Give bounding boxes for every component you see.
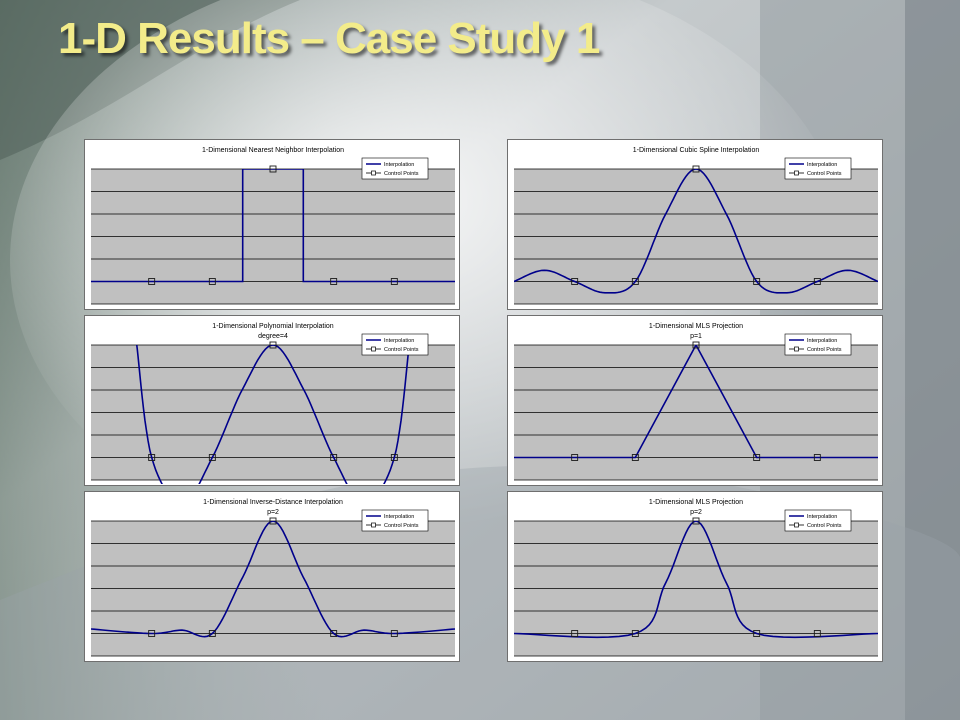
- control-point-marker: [631, 454, 639, 461]
- control-point-marker: [753, 454, 761, 461]
- chart-panel-polynomial: 1-Dimensional Polynomial Interpolation de…: [84, 315, 460, 486]
- legend-interpolation-label: Interpolation: [384, 514, 414, 520]
- legend-control-points-marker: [794, 170, 799, 176]
- legend-interpolation-label: Interpolation: [807, 338, 837, 344]
- interpolation-line: [514, 345, 878, 459]
- legend-control-points-label: Control Points: [384, 347, 419, 353]
- chart-legend: Interpolation Control Points: [784, 157, 852, 180]
- legend-control-points-marker: [371, 170, 376, 176]
- chart-legend: Interpolation Control Points: [784, 509, 852, 532]
- chart-nearest-neighbor: 1-Dimensional Nearest Neighbor Interpola…: [91, 147, 455, 305]
- legend-control-points-label: Control Points: [384, 171, 419, 177]
- chart-title: 1-Dimensional Cubic Spline Interpolation: [633, 147, 760, 154]
- control-point-marker: [813, 454, 821, 461]
- legend-interpolation-label: Interpolation: [384, 162, 414, 168]
- chart-inverse-distance: 1-Dimensional Inverse-Distance Interpola…: [91, 499, 455, 657]
- control-point-marker: [330, 630, 338, 637]
- chart-mls-p1: 1-Dimensional MLS Projection p=1 Interpola…: [514, 323, 878, 481]
- control-point-marker: [148, 278, 156, 285]
- chart-legend: Interpolation Control Points: [361, 333, 429, 356]
- chart-subtitle: degree=4: [258, 333, 288, 340]
- chart-panel-mls-p2: 1-Dimensional MLS Projection p=2 Interpola…: [507, 491, 883, 662]
- chart-panel-nearest-neighbor: 1-Dimensional Nearest Neighbor Interpola…: [84, 139, 460, 310]
- control-point-marker: [390, 454, 398, 461]
- control-point-marker: [208, 454, 216, 461]
- legend-control-points-marker: [371, 346, 376, 352]
- control-point-marker: [631, 278, 639, 285]
- control-point-marker: [571, 278, 579, 285]
- legend-interpolation-label: Interpolation: [807, 162, 837, 168]
- control-point-marker: [571, 454, 579, 461]
- chart-panel-mls-p1: 1-Dimensional MLS Projection p=1 Interpola…: [507, 315, 883, 486]
- interpolation-line: [91, 521, 455, 638]
- legend-interpolation-label: Interpolation: [807, 514, 837, 520]
- chart-legend: Interpolation Control Points: [361, 157, 429, 180]
- control-point-marker: [208, 630, 216, 637]
- legend-interpolation-label: Interpolation: [384, 338, 414, 344]
- control-point-marker: [692, 517, 700, 525]
- control-point-marker: [813, 630, 821, 637]
- interpolation-line: [514, 169, 878, 294]
- chart-legend: Interpolation Control Points: [784, 333, 852, 356]
- legend-control-points-marker: [794, 346, 799, 352]
- legend-control-points-label: Control Points: [384, 523, 419, 529]
- control-point-marker: [390, 630, 398, 637]
- chart-title: 1-Dimensional MLS Projection: [649, 323, 743, 330]
- interpolation-line: [91, 169, 455, 283]
- control-point-marker: [330, 278, 338, 285]
- chart-title: 1-Dimensional Polynomial Interpolation: [212, 323, 334, 330]
- control-point-marker: [269, 165, 277, 173]
- chart-cubic-spline: 1-Dimensional Cubic Spline Interpolation…: [514, 147, 878, 305]
- chart-panel-cubic-spline: 1-Dimensional Cubic Spline Interpolation…: [507, 139, 883, 310]
- legend-control-points-marker: [794, 522, 799, 528]
- bg-right-stripe: [905, 0, 960, 720]
- control-point-marker: [813, 278, 821, 285]
- chart-subtitle: p=1: [690, 333, 702, 340]
- legend-control-points-label: Control Points: [807, 347, 842, 353]
- chart-subtitle: p=2: [690, 509, 702, 516]
- control-point-marker: [208, 278, 216, 285]
- control-point-marker: [753, 278, 761, 285]
- control-point-marker: [753, 630, 761, 637]
- chart-panel-inverse-distance: 1-Dimensional Inverse-Distance Interpola…: [84, 491, 460, 662]
- control-point-marker: [269, 517, 277, 525]
- control-point-marker: [692, 341, 700, 349]
- control-point-marker: [390, 278, 398, 285]
- control-point-marker: [631, 630, 639, 637]
- control-point-marker: [571, 630, 579, 637]
- chart-title: 1-Dimensional Nearest Neighbor Interpola…: [202, 147, 344, 154]
- slide-title: 1-D Results – Case Study 1: [58, 14, 600, 63]
- chart-title: 1-Dimensional MLS Projection: [649, 499, 743, 506]
- chart-subtitle: p=2: [267, 509, 279, 516]
- legend-control-points-label: Control Points: [807, 523, 842, 529]
- control-point-marker: [148, 454, 156, 461]
- chart-mls-p2: 1-Dimensional MLS Projection p=2 Interpola…: [514, 499, 878, 657]
- interpolation-line: [514, 521, 878, 639]
- chart-legend: Interpolation Control Points: [361, 509, 429, 532]
- control-point-marker: [269, 341, 277, 349]
- control-point-marker: [148, 630, 156, 637]
- control-point-marker: [330, 454, 338, 461]
- chart-polynomial: 1-Dimensional Polynomial Interpolation de…: [91, 323, 455, 484]
- chart-title: 1-Dimensional Inverse-Distance Interpola…: [203, 499, 343, 506]
- legend-control-points-label: Control Points: [807, 171, 842, 177]
- control-point-marker: [692, 165, 700, 173]
- legend-control-points-marker: [371, 522, 376, 528]
